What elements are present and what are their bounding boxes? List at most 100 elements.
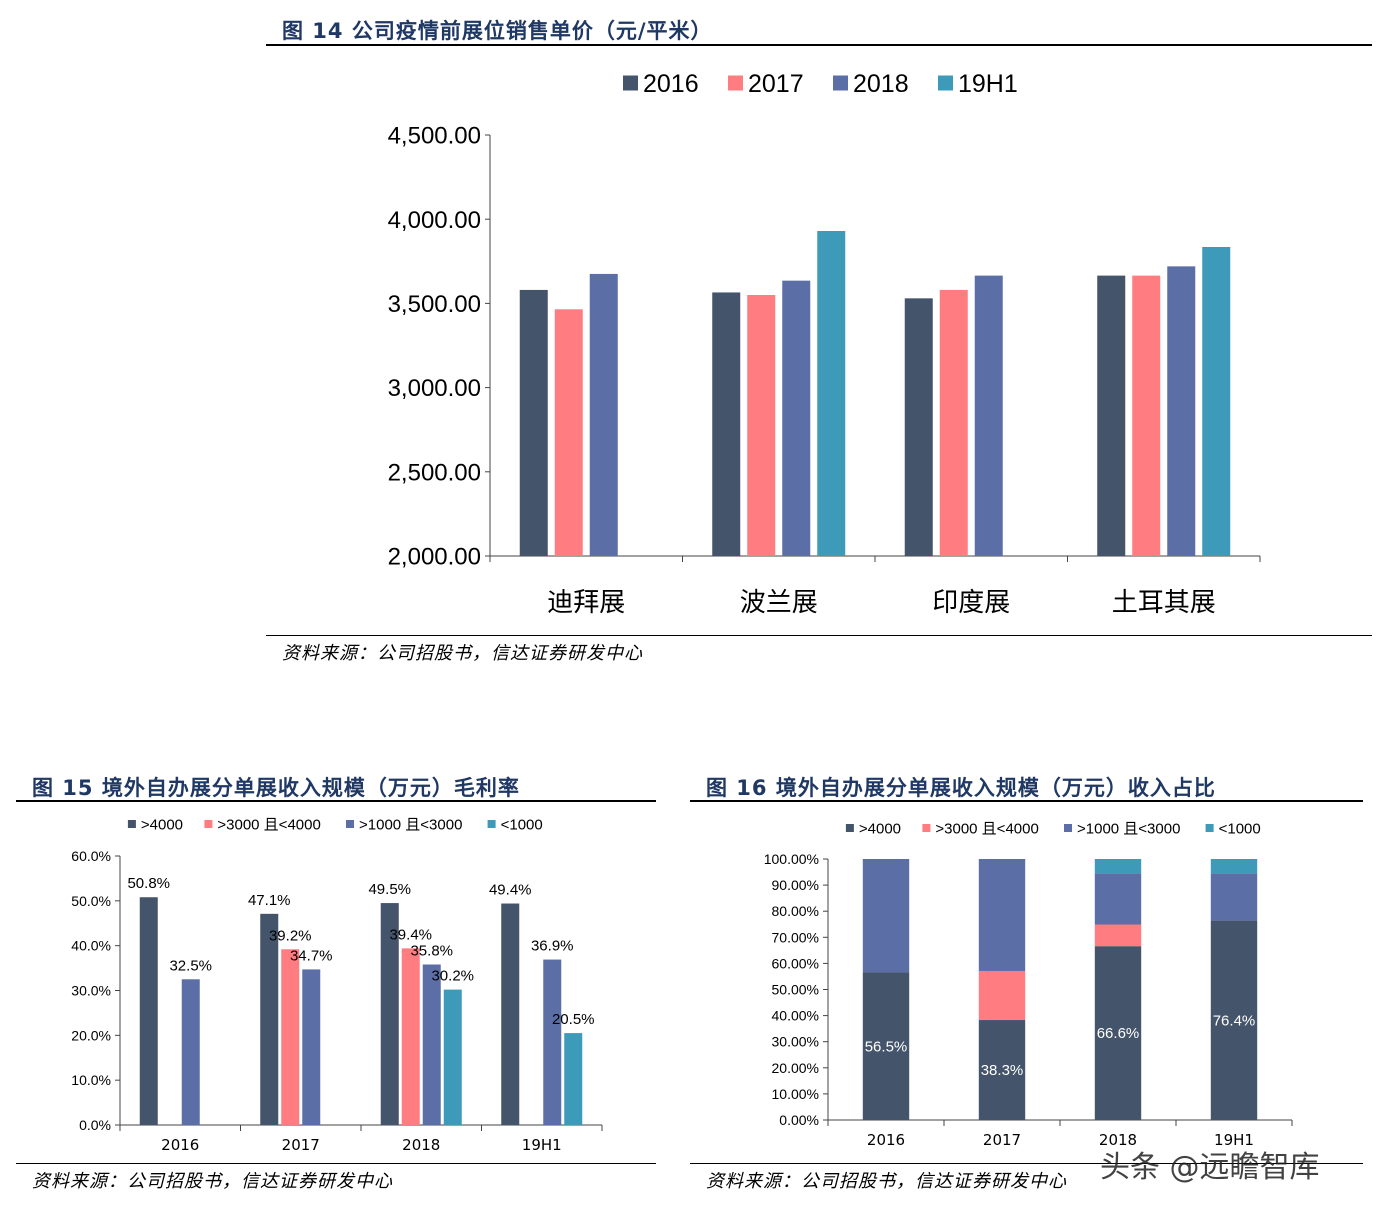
- data-label: 39.2%: [269, 927, 312, 944]
- bar: [281, 949, 300, 1125]
- y-tick-label: 50.00%: [772, 982, 819, 998]
- data-label: 34.7%: [290, 947, 333, 964]
- fig15-source-rule: [16, 1163, 656, 1164]
- legend-label: >1000 且<3000: [1077, 820, 1180, 837]
- data-label: 66.6%: [1097, 1025, 1140, 1042]
- bar: [712, 292, 741, 556]
- stacked-bar-segment: [978, 970, 1026, 1021]
- fig16-chart: 0.00% 10.00% 20.00% 30.00% 40.00% 50.00% 60.00…: [764, 820, 1293, 1149]
- legend-label: >3000 且<4000: [217, 816, 320, 833]
- legend-swatch: [922, 824, 931, 832]
- x-category-label: 迪拜展: [547, 588, 625, 618]
- legend-label: <1000: [1219, 820, 1261, 837]
- x-category-label: 19H1: [522, 1136, 562, 1154]
- bar: [139, 897, 158, 1125]
- y-tick-label: 10.0%: [71, 1072, 111, 1088]
- bar: [302, 969, 321, 1125]
- y-tick-label: 100.00%: [764, 851, 819, 867]
- x-category-label: 印度展: [932, 588, 1010, 618]
- bar: [747, 294, 776, 556]
- legend-label: 2018: [853, 70, 909, 98]
- bar: [1167, 266, 1196, 556]
- legend-swatch: [1205, 824, 1214, 832]
- data-label: 36.9%: [531, 938, 574, 955]
- legend-swatch: [833, 75, 848, 91]
- y-tick-label: 10.00%: [772, 1086, 819, 1102]
- stacked-bar-segment: [1210, 873, 1258, 921]
- fig16-source: 资料来源：公司招股书，信达证券研发中心: [706, 1171, 1067, 1192]
- bar: [401, 948, 420, 1125]
- bar: [519, 289, 548, 556]
- legend-swatch: [204, 820, 213, 828]
- x-category-label: 19H1: [1214, 1131, 1254, 1149]
- bar: [1132, 275, 1161, 556]
- fig14-source: 资料来源：公司招股书，信达证券研发中心: [282, 643, 643, 664]
- bar: [939, 289, 968, 556]
- stacked-bar-segment: [1210, 920, 1258, 1120]
- stacked-bar-segment: [1210, 859, 1258, 874]
- stacked-bar-segment: [978, 1020, 1026, 1120]
- data-label: 56.5%: [865, 1038, 908, 1055]
- fig15-title: 图 15 境外自办展分单展收入规模（万元）毛利率: [32, 776, 520, 800]
- y-tick-label: 2,000.00: [388, 544, 481, 571]
- x-category-label: 2017: [983, 1131, 1021, 1149]
- stacked-bar-segment: [862, 859, 910, 973]
- legend-swatch: [623, 75, 638, 91]
- stacked-bar-segment: [1094, 924, 1142, 947]
- legend-swatch: [487, 820, 496, 828]
- data-label: 47.1%: [248, 892, 291, 909]
- y-tick-label: 0.0%: [79, 1117, 111, 1133]
- y-tick-label: 4,000.00: [388, 207, 481, 234]
- legend-label: >1000 且<3000: [359, 816, 462, 833]
- x-category-label: 2018: [1099, 1131, 1137, 1149]
- y-tick-label: 50.0%: [71, 893, 111, 909]
- stacked-bar-segment: [978, 859, 1026, 971]
- y-tick-label: 3,000.00: [388, 375, 481, 402]
- bar: [1202, 246, 1231, 556]
- legend-label: >3000 且<4000: [935, 820, 1038, 837]
- data-label: 30.2%: [431, 968, 474, 985]
- x-category-label: 2017: [282, 1136, 320, 1154]
- x-category-label: 2016: [867, 1131, 905, 1149]
- bar: [543, 959, 562, 1125]
- bar: [260, 913, 279, 1125]
- legend-swatch: [346, 820, 354, 828]
- fig15-chart: 0.0% 10.0% 20.0% 30.0% 40.0% 50.0% 60.0% 2016 20…: [71, 816, 603, 1154]
- stacked-bar-segment: [1094, 859, 1142, 874]
- bar: [974, 275, 1003, 556]
- fig16-title: 图 16 境外自办展分单展收入规模（万元）收入占比: [706, 776, 1216, 800]
- y-tick-label: 4,500.00: [388, 123, 481, 150]
- legend-swatch: [845, 824, 854, 832]
- y-tick-label: 40.00%: [772, 1008, 819, 1024]
- fig16-title-rule: [690, 800, 1363, 802]
- bar: [564, 1033, 583, 1125]
- bar: [443, 989, 462, 1125]
- bar: [501, 903, 520, 1125]
- y-tick-label: 30.0%: [71, 983, 111, 999]
- bar: [904, 298, 933, 556]
- bar: [181, 979, 200, 1125]
- x-category-label: 土耳其展: [1112, 588, 1216, 618]
- data-label: 76.4%: [1213, 1012, 1256, 1029]
- stacked-bar-segment: [862, 972, 910, 1120]
- legend-swatch: [728, 75, 743, 91]
- data-label: 49.4%: [489, 882, 532, 899]
- bar: [782, 280, 811, 556]
- data-label: 49.5%: [368, 881, 411, 898]
- data-label: 39.4%: [389, 926, 432, 943]
- data-label: 32.5%: [169, 957, 212, 974]
- bar: [554, 309, 583, 556]
- legend-label: <1000: [501, 816, 543, 833]
- fig14-title: 图 14 公司疫情前展位销售单价（元/平米）: [282, 19, 713, 43]
- bar: [380, 903, 399, 1125]
- fig14-title-rule: [266, 44, 1372, 46]
- legend-label: >4000: [141, 816, 183, 833]
- y-tick-label: 90.00%: [772, 877, 819, 893]
- bar: [589, 273, 618, 556]
- y-tick-label: 60.0%: [71, 848, 111, 864]
- data-label: 38.3%: [981, 1062, 1024, 1079]
- legend-swatch: [938, 75, 953, 91]
- bar: [1097, 275, 1126, 556]
- y-tick-label: 40.0%: [71, 938, 111, 954]
- data-label: 20.5%: [552, 1011, 595, 1028]
